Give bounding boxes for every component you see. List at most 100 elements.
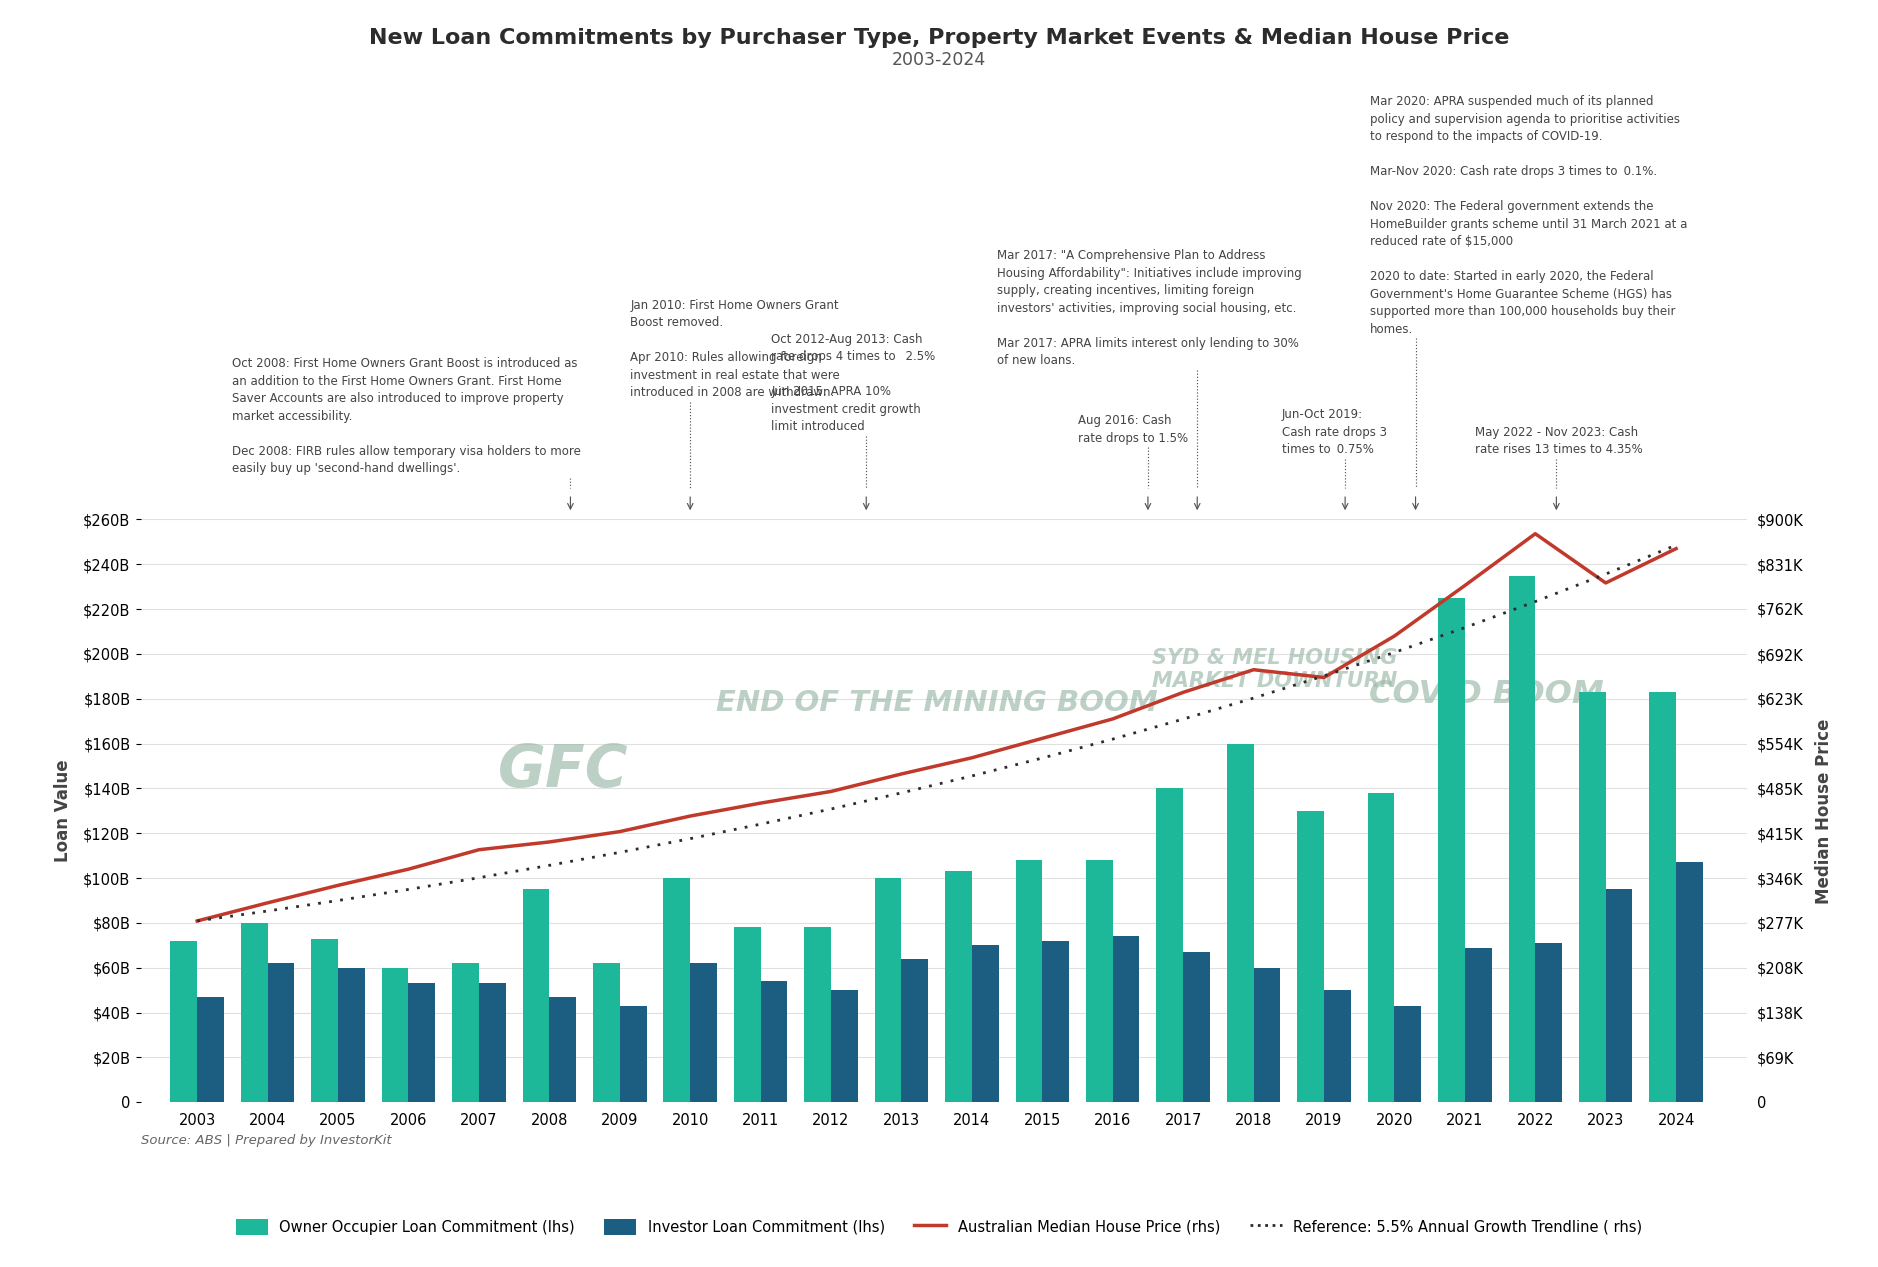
Bar — [479, 983, 505, 1102]
Bar — [593, 963, 620, 1102]
Reference: 5.5% Annual Growth Trendline ( rhs): (2.02e+03, 773): 5.5% Annual Growth Trendline ( rhs): (2.… — [1523, 594, 1546, 609]
Reference: 5.5% Annual Growth Trendline ( rhs): (2.02e+03, 733): 5.5% Annual Growth Trendline ( rhs): (2.… — [1454, 620, 1476, 635]
Bar — [691, 963, 717, 1102]
Bar — [1183, 952, 1209, 1102]
Australian Median House Price (rhs) — [1313, 670, 1335, 685]
Bar — [663, 878, 689, 1102]
Australian Median House Price (rhs) — [890, 767, 913, 782]
Reference: 5.5% Annual Growth Trendline ( rhs): (2.02e+03, 816): 5.5% Annual Growth Trendline ( rhs): (2.… — [1594, 566, 1617, 582]
Australian Median House Price (rhs) — [1664, 541, 1686, 556]
Text: SYD & MEL HOUSING
MARKET DOWNTURN: SYD & MEL HOUSING MARKET DOWNTURN — [1151, 647, 1397, 692]
Reference: 5.5% Annual Growth Trendline ( rhs): (2.02e+03, 592): 5.5% Annual Growth Trendline ( rhs): (2.… — [1172, 712, 1194, 727]
Legend: Owner Occupier Loan Commitment (lhs), Investor Loan Commitment (lhs), Australian: Owner Occupier Loan Commitment (lhs), In… — [229, 1213, 1649, 1240]
Text: Jan 2010: First Home Owners Grant
Boost removed.

Apr 2010: Rules allowing forei: Jan 2010: First Home Owners Grant Boost … — [631, 299, 839, 399]
Reference: 5.5% Annual Growth Trendline ( rhs): (2.01e+03, 430): 5.5% Annual Growth Trendline ( rhs): (2.… — [749, 816, 772, 831]
Text: Mar 2020: APRA suspended much of its planned
policy and supervision agenda to pr: Mar 2020: APRA suspended much of its pla… — [1369, 95, 1686, 336]
Reference: 5.5% Annual Growth Trendline ( rhs): (2.01e+03, 329): 5.5% Annual Growth Trendline ( rhs): (2.… — [396, 882, 419, 897]
Reference: 5.5% Annual Growth Trendline ( rhs): (2.02e+03, 624): 5.5% Annual Growth Trendline ( rhs): (2.… — [1243, 691, 1266, 706]
Reference: 5.5% Annual Growth Trendline ( rhs): (2.02e+03, 561): 5.5% Annual Growth Trendline ( rhs): (2.… — [1101, 731, 1123, 746]
Bar — [1226, 744, 1253, 1102]
Australian Median House Price (rhs) — [468, 843, 490, 858]
Bar — [971, 945, 999, 1102]
Australian Median House Price (rhs) — [680, 808, 702, 824]
Bar — [1649, 692, 1677, 1102]
Text: 2003-2024: 2003-2024 — [892, 51, 986, 68]
Y-axis label: Loan Value: Loan Value — [54, 760, 71, 862]
Reference: 5.5% Annual Growth Trendline ( rhs): (2.01e+03, 366): 5.5% Annual Growth Trendline ( rhs): (2.… — [539, 858, 562, 873]
Bar — [804, 927, 830, 1102]
Bar — [1395, 1006, 1422, 1102]
Reference: 5.5% Annual Growth Trendline ( rhs): (2.02e+03, 860): 5.5% Annual Growth Trendline ( rhs): (2.… — [1664, 537, 1686, 552]
Line: Australian Median House Price (rhs): Australian Median House Price (rhs) — [197, 533, 1675, 921]
Australian Median House Price (rhs) — [1594, 575, 1617, 590]
Bar — [901, 959, 928, 1102]
Text: COVID BOOM: COVID BOOM — [1369, 679, 1604, 710]
Text: Mar 2017: "A Comprehensive Plan to Address
Housing Affordability": Initiatives i: Mar 2017: "A Comprehensive Plan to Addre… — [997, 250, 1301, 367]
Bar — [240, 922, 269, 1102]
Bar — [734, 927, 761, 1102]
Australian Median House Price (rhs) — [1384, 628, 1407, 644]
Bar — [1465, 948, 1491, 1102]
Bar — [381, 968, 408, 1102]
Bar — [1534, 943, 1562, 1102]
Bar — [1324, 991, 1350, 1102]
Bar — [1606, 889, 1632, 1102]
Australian Median House Price (rhs) — [749, 796, 772, 811]
Bar — [1675, 863, 1703, 1102]
Bar — [453, 963, 479, 1102]
Reference: 5.5% Annual Growth Trendline ( rhs): (2.01e+03, 504): 5.5% Annual Growth Trendline ( rhs): (2.… — [960, 768, 982, 783]
Bar — [408, 983, 436, 1102]
Reference: 5.5% Annual Growth Trendline ( rhs): (2.01e+03, 478): 5.5% Annual Growth Trendline ( rhs): (2.… — [890, 786, 913, 801]
Bar — [338, 968, 364, 1102]
Bar — [1157, 788, 1183, 1102]
Reference: 5.5% Annual Growth Trendline ( rhs): (2.01e+03, 347): 5.5% Annual Growth Trendline ( rhs): (2.… — [468, 870, 490, 886]
Bar — [550, 997, 577, 1102]
Bar — [171, 941, 197, 1102]
Text: Source: ABS | Prepared by InvestorKit: Source: ABS | Prepared by InvestorKit — [141, 1134, 391, 1147]
Bar — [522, 889, 548, 1102]
Bar — [1085, 860, 1114, 1102]
Australian Median House Price (rhs) — [1454, 578, 1476, 593]
Bar — [620, 1006, 646, 1102]
Reference: 5.5% Annual Growth Trendline ( rhs): (2.01e+03, 386): 5.5% Annual Growth Trendline ( rhs): (2.… — [608, 845, 631, 860]
Australian Median House Price (rhs) — [1031, 731, 1054, 746]
Australian Median House Price (rhs) — [1101, 711, 1123, 726]
Bar — [1016, 860, 1042, 1102]
Reference: 5.5% Annual Growth Trendline ( rhs): (2e+03, 312): 5.5% Annual Growth Trendline ( rhs): (2e… — [327, 893, 349, 908]
Bar — [1042, 941, 1069, 1102]
Bar — [1298, 811, 1324, 1102]
Text: Aug 2016: Cash
rate drops to 1.5%: Aug 2016: Cash rate drops to 1.5% — [1078, 414, 1187, 445]
Reference: 5.5% Annual Growth Trendline ( rhs): (2.01e+03, 407): 5.5% Annual Growth Trendline ( rhs): (2.… — [680, 831, 702, 846]
Australian Median House Price (rhs) — [396, 862, 419, 877]
Bar — [267, 963, 295, 1102]
Text: May 2022 - Nov 2023: Cash
rate rises 13 times to 4.35%: May 2022 - Nov 2023: Cash rate rises 13 … — [1476, 426, 1643, 456]
Text: New Loan Commitments by Purchaser Type, Property Market Events & Median House Pr: New Loan Commitments by Purchaser Type, … — [368, 28, 1510, 48]
Reference: 5.5% Annual Growth Trendline ( rhs): (2e+03, 295): 5.5% Annual Growth Trendline ( rhs): (2e… — [255, 903, 278, 919]
Text: GFC: GFC — [498, 742, 629, 799]
Australian Median House Price (rhs) — [539, 835, 562, 850]
Reference: 5.5% Annual Growth Trendline ( rhs): (2e+03, 280): 5.5% Annual Growth Trendline ( rhs): (2e… — [186, 914, 208, 929]
Text: END OF THE MINING BOOM: END OF THE MINING BOOM — [716, 689, 1157, 717]
Bar — [945, 872, 973, 1102]
Australian Median House Price (rhs) — [608, 824, 631, 839]
Australian Median House Price (rhs) — [1523, 526, 1546, 541]
Australian Median House Price (rhs) — [327, 878, 349, 893]
Australian Median House Price (rhs) — [960, 750, 982, 765]
Reference: 5.5% Annual Growth Trendline ( rhs): (2.02e+03, 658): 5.5% Annual Growth Trendline ( rhs): (2.… — [1313, 668, 1335, 683]
Text: Oct 2012-Aug 2013: Cash
rate drops 4 times to   2.5%

Jun 2015: APRA 10%
investm: Oct 2012-Aug 2013: Cash rate drops 4 tim… — [772, 333, 935, 433]
Bar — [1367, 793, 1393, 1102]
Y-axis label: Median House Price: Median House Price — [1814, 718, 1833, 903]
Text: Jun-Oct 2019:
Cash rate drops 3
times to  0.75%: Jun-Oct 2019: Cash rate drops 3 times to… — [1283, 408, 1386, 456]
Bar — [312, 939, 338, 1102]
Australian Median House Price (rhs) — [255, 896, 278, 911]
Line: Reference: 5.5% Annual Growth Trendline ( rhs): Reference: 5.5% Annual Growth Trendline … — [197, 545, 1675, 921]
Bar — [830, 991, 858, 1102]
Reference: 5.5% Annual Growth Trendline ( rhs): (2.02e+03, 532): 5.5% Annual Growth Trendline ( rhs): (2.… — [1031, 750, 1054, 765]
Australian Median House Price (rhs) — [186, 914, 208, 929]
Australian Median House Price (rhs) — [1172, 684, 1194, 699]
Bar — [197, 997, 223, 1102]
Australian Median House Price (rhs) — [1243, 663, 1266, 678]
Bar — [1439, 598, 1465, 1102]
Bar — [1579, 692, 1606, 1102]
Bar — [875, 878, 901, 1102]
